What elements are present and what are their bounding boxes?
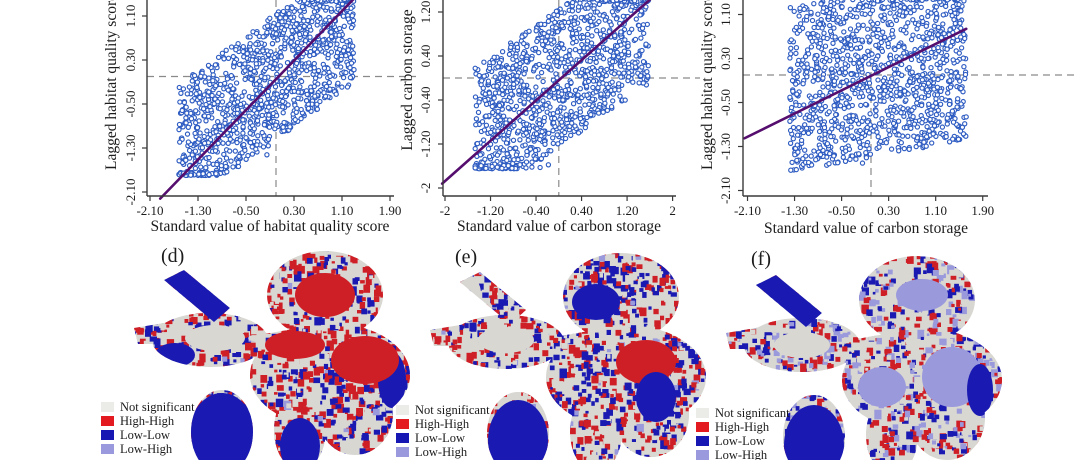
legend-row: Low-High xyxy=(396,445,490,459)
y-tick-label: -1.30 xyxy=(718,133,733,160)
point-cloud xyxy=(176,0,357,179)
legend-row: Not significant xyxy=(101,400,195,414)
x-tick-label: -1.20 xyxy=(477,203,504,218)
regression-line xyxy=(158,0,355,200)
legend-swatch xyxy=(696,408,709,418)
cluster-patches xyxy=(155,270,406,460)
y-tick-label: 1.20 xyxy=(418,1,433,24)
legend-swatch xyxy=(396,433,409,443)
y-tick-label: -2.10 xyxy=(718,177,733,204)
x-tick-label: -2.10 xyxy=(136,203,163,218)
legend-row: Low-High xyxy=(696,448,790,460)
legend-label: High-High xyxy=(120,414,175,428)
panel-label-e: (e) xyxy=(455,246,478,268)
y-axis-label-c: Lagged habitat quality score xyxy=(699,0,716,171)
legend-swatch xyxy=(696,422,709,432)
map-legend-f: Not significant High-High Low-Low Low-High xyxy=(696,406,790,460)
legend-label: Low-Low xyxy=(415,431,465,445)
legend-row: High-High xyxy=(101,414,195,428)
legend-row: Low-High xyxy=(101,442,195,456)
y-tick-label: -0.50 xyxy=(718,89,733,116)
y-tick-label: 0.30 xyxy=(123,49,138,72)
legend-row: Not significant xyxy=(696,406,790,420)
y-tick-label: -1.30 xyxy=(123,134,138,161)
panel-label-d: (d) xyxy=(161,245,185,267)
x-axis-label-c: Standard value of carbon storage xyxy=(763,220,969,237)
legend-label: High-High xyxy=(415,417,470,431)
legend-swatch xyxy=(396,405,409,415)
x-tick-label: -0.40 xyxy=(522,203,549,218)
y-tick-label: -2 xyxy=(418,183,433,194)
x-axis-label-a: Standard value of habitat quality score xyxy=(150,218,390,235)
legend-label: Not significant xyxy=(715,406,790,420)
lisa-maps-row xyxy=(134,251,1002,460)
scatter-plot-b: -2 -1.20 -0.40 0.40 1.20 2 1.20 0.40 -0.40 -1.20 -… xyxy=(418,0,700,218)
y-tick-label: -2.10 xyxy=(123,178,138,205)
legend-swatch xyxy=(696,436,709,446)
x-axis-label-b: Standard value of carbon storage xyxy=(456,218,662,235)
y-tick-label: -1.20 xyxy=(418,130,433,157)
legend-row: High-High xyxy=(396,417,490,431)
cluster-patches xyxy=(756,275,993,460)
x-tick-label: 2 xyxy=(669,203,676,218)
x-tick-label: 1.90 xyxy=(971,203,994,218)
y-tick-label: -0.50 xyxy=(123,90,138,117)
legend-swatch xyxy=(396,447,409,457)
regression-line xyxy=(440,0,652,185)
x-tick-label: 1.10 xyxy=(924,203,947,218)
legend-row: High-High xyxy=(696,420,790,434)
legend-label: Low-High xyxy=(120,442,173,456)
legend-swatch xyxy=(101,416,114,426)
x-tick-label: 0.30 xyxy=(877,203,900,218)
x-tick-label: -1.30 xyxy=(184,203,211,218)
x-tick-label: 1.10 xyxy=(331,203,354,218)
map-legend-e: Not significant High-High Low-Low Low-High xyxy=(396,403,490,459)
legend-row: Not significant xyxy=(396,403,490,417)
legend-label: High-High xyxy=(715,420,770,434)
y-tick-label: 0.30 xyxy=(718,47,733,70)
legend-swatch xyxy=(101,402,114,412)
y-tick-label: -0.40 xyxy=(418,86,433,113)
legend-row: Low-Low xyxy=(101,428,195,442)
legend-swatch xyxy=(101,430,114,440)
x-tick-label: 0.40 xyxy=(570,203,593,218)
legend-swatch xyxy=(101,444,114,454)
map-legend-d: Not significant High-High Low-Low Low-High xyxy=(101,400,195,456)
legend-row: Low-Low xyxy=(396,431,490,445)
legend-label: Low-Low xyxy=(715,434,765,448)
point-cloud xyxy=(787,0,969,173)
scatter-plots-row: -2.10 -1.30 -0.50 0.30 1.10 1.90 1.10 0.30 -0.50… xyxy=(123,0,1078,218)
scatter-plot-a: -2.10 -1.30 -0.50 0.30 1.10 1.90 1.10 0.30 -0.50… xyxy=(123,0,416,218)
legend-label: Not significant xyxy=(415,403,490,417)
y-axis-label-b: Lagged carbon storage xyxy=(399,9,416,151)
regression-line xyxy=(743,27,968,140)
x-tick-label: 0.30 xyxy=(283,203,306,218)
x-tick-label: 1.90 xyxy=(379,203,402,218)
panel-label-f: (f) xyxy=(751,248,771,270)
x-tick-label: 1.20 xyxy=(616,203,639,218)
legend-label: Low-High xyxy=(715,448,768,460)
y-tick-label: 0.40 xyxy=(418,45,433,68)
legend-swatch xyxy=(396,419,409,429)
x-tick-label: -0.50 xyxy=(232,203,259,218)
x-tick-label: -0.50 xyxy=(828,203,855,218)
point-cloud xyxy=(472,0,652,172)
y-tick-label: 1.10 xyxy=(123,5,138,28)
scatter-plot-c: -2.10 -1.30 -0.50 0.30 1.10 1.90 1.10 0.30 -0.50… xyxy=(718,0,1078,218)
y-axis-label-a: Lagged habitat quality score xyxy=(103,0,120,171)
y-tick-label: 1.10 xyxy=(718,3,733,26)
x-tick-label: -1.30 xyxy=(781,203,808,218)
legend-label: Low-High xyxy=(415,445,468,459)
x-tick-label: -2.10 xyxy=(734,203,761,218)
legend-swatch xyxy=(696,450,709,460)
legend-label: Low-Low xyxy=(120,428,170,442)
legend-label: Not significant xyxy=(120,400,195,414)
legend-row: Low-Low xyxy=(696,434,790,448)
x-tick-label: -2 xyxy=(440,203,451,218)
